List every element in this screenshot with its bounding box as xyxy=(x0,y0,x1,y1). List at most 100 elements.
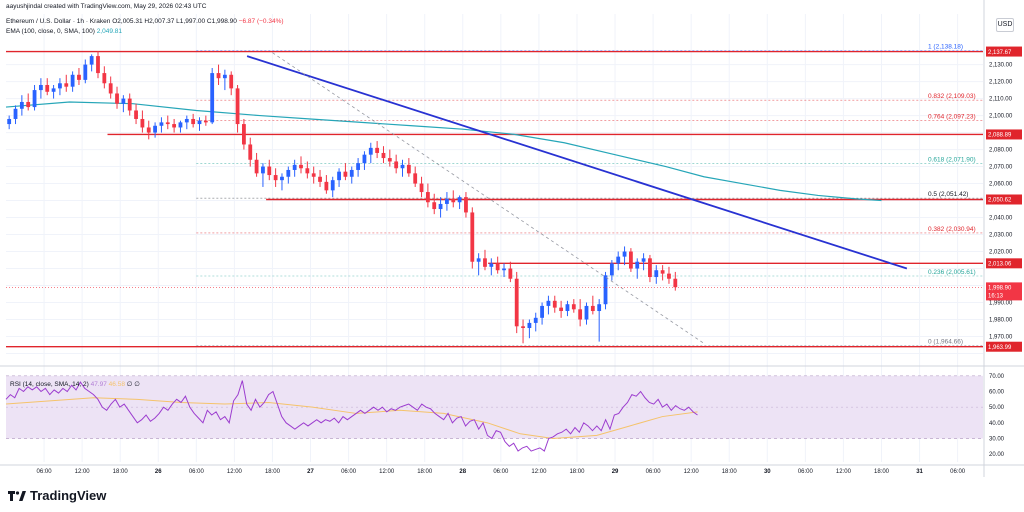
candle-body xyxy=(273,175,278,181)
candle-body xyxy=(64,83,69,87)
candle-body xyxy=(508,268,513,279)
rsi-tick-label: 50.00 xyxy=(989,405,1005,411)
ema-100-line xyxy=(5,101,882,202)
candle-body xyxy=(26,101,31,108)
currency-badge[interactable]: USD xyxy=(996,18,1014,32)
time-tick-label: 12:00 xyxy=(684,469,700,475)
bearish-trendline xyxy=(246,55,908,270)
bar-countdown: 16:13 xyxy=(988,293,1004,299)
rsi-tick-label: 30.00 xyxy=(989,437,1005,443)
fib-level-label: 0.832 (2,109.03) xyxy=(928,93,976,100)
tradingview-logo[interactable]: TradingView xyxy=(8,488,106,503)
rsi-label: RSI (14, close, SMA, 14, 2) xyxy=(10,381,89,388)
candle-body xyxy=(457,197,462,203)
candle-body xyxy=(464,197,468,213)
candle-body xyxy=(191,118,196,125)
time-tick-label: 06:00 xyxy=(493,469,509,475)
candle-body xyxy=(571,304,576,310)
rsi-line xyxy=(5,380,698,452)
candle-body xyxy=(115,93,119,104)
candle-body xyxy=(603,275,608,305)
candle-body xyxy=(565,304,570,312)
time-tick-label: 06:00 xyxy=(37,469,53,475)
candle-body xyxy=(7,118,12,125)
price-tick-label: 2,070.00 xyxy=(989,165,1013,171)
candle-body xyxy=(521,326,525,329)
candle-body xyxy=(502,268,506,271)
level-price-tag xyxy=(986,258,1022,269)
candle-body xyxy=(628,251,633,269)
time-tick-label: 29 xyxy=(612,469,619,475)
price-tick-label: 2,020.00 xyxy=(989,250,1013,256)
candle-body xyxy=(248,144,253,160)
time-tick-label: 06:00 xyxy=(341,469,357,475)
candle-body xyxy=(305,168,310,174)
fibonacci-retracement[interactable]: 1 (2,138.18) 0.832 (2,109.03) 0.764 (2,097… xyxy=(196,44,983,346)
candle-body xyxy=(546,300,551,306)
candle-body xyxy=(343,171,348,177)
candle-body xyxy=(337,171,341,181)
candle-body xyxy=(635,261,640,269)
candle-body xyxy=(349,169,354,177)
candle-body xyxy=(330,180,335,191)
candle-body xyxy=(229,74,234,89)
candle-body xyxy=(38,84,43,91)
candle-body xyxy=(540,305,544,318)
candle-body xyxy=(45,84,50,92)
price-axis[interactable]: 1,970.00 1,980.00 1,990.00 2,020.00 2,030.00… xyxy=(6,63,1022,341)
price-change: −6.87 (−0.34%) xyxy=(238,18,284,25)
candle-body xyxy=(83,64,88,80)
ema-legend[interactable]: EMA (100, close, 0, SMA, 100) 2,049.81 xyxy=(6,28,122,35)
symbol-legend[interactable]: Ethereum / U.S. Dollar · 1h · Kraken O2,… xyxy=(6,18,284,25)
rsi-ma-line xyxy=(5,397,698,440)
candle-body xyxy=(172,124,177,128)
candle-body xyxy=(153,125,157,133)
candle-body xyxy=(622,251,627,257)
candle-body xyxy=(451,198,456,203)
time-tick-label: 18:00 xyxy=(265,469,281,475)
candle-body xyxy=(590,305,595,312)
candle-body xyxy=(318,176,322,182)
time-tick-label: 18:00 xyxy=(874,469,890,475)
candle-body xyxy=(375,147,380,153)
candle-body xyxy=(165,122,170,125)
level-price-label: 2,050.62 xyxy=(988,198,1012,204)
last-price-tag xyxy=(986,282,1022,301)
level-price-tag xyxy=(986,341,1022,352)
candle-body xyxy=(400,164,405,169)
price-tick-label: 2,120.00 xyxy=(989,80,1013,86)
candle-body xyxy=(438,203,443,210)
candle-body xyxy=(19,101,24,109)
candle-body xyxy=(419,183,424,193)
candle-body xyxy=(203,120,208,123)
level-price-label: 2,088.89 xyxy=(988,133,1012,139)
time-tick-label: 18:00 xyxy=(722,469,738,475)
rsi-legend[interactable]: RSI (14, close, SMA, 14, 2) 47.97 46.58 … xyxy=(10,380,140,388)
rsi-value: 47.97 xyxy=(90,381,107,388)
rsi-band xyxy=(6,375,983,439)
fib-level-label: 0.382 (2,030.94) xyxy=(928,226,976,233)
time-tick-label: 12:00 xyxy=(531,469,547,475)
candle-body xyxy=(432,202,437,210)
rsi-extra: ∅ ∅ xyxy=(126,381,140,388)
rsi-tick-label: 70.00 xyxy=(989,374,1005,380)
trendlines[interactable] xyxy=(246,52,908,344)
time-tick-label: 28 xyxy=(459,469,466,475)
ema-label: EMA (100, close, 0, SMA, 100) xyxy=(6,28,95,35)
time-axis[interactable]: 06:00 12:00 18:00 26 06:00 12:00 18:00 27 06:00 1… xyxy=(37,469,966,475)
candle-body xyxy=(184,118,189,123)
candle-body xyxy=(70,74,75,87)
rsi-tick-label: 40.00 xyxy=(989,421,1005,427)
candle-body xyxy=(254,159,259,174)
candle-body xyxy=(127,98,132,111)
candle-body xyxy=(58,83,62,89)
candle-body xyxy=(242,124,246,145)
fib-level-label: 0.236 (2,005.61) xyxy=(928,269,976,276)
time-tick-label: 06:00 xyxy=(646,469,662,475)
candle-body xyxy=(406,164,411,174)
ema-value: 2,049.81 xyxy=(96,28,122,35)
candle-body xyxy=(489,263,494,267)
candle-body xyxy=(222,74,227,79)
fib-level-label: 0.5 (2,051.42) xyxy=(928,191,968,198)
